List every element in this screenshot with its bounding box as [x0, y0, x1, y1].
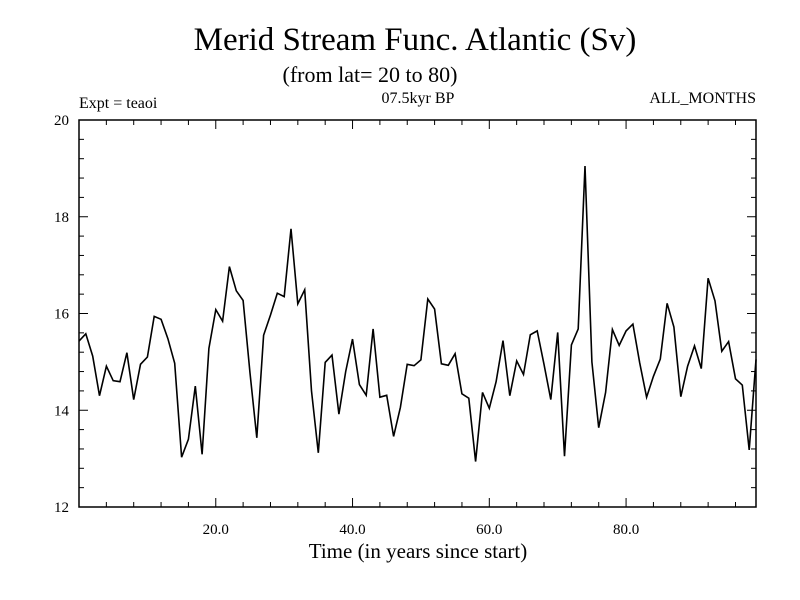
experiment-label: Expt = teaoi — [79, 95, 158, 112]
x-tick-label: 20.0 — [203, 522, 229, 538]
y-tick-label: 16 — [54, 307, 70, 323]
x-axis-title: Time (in years since start) — [309, 539, 528, 563]
y-axis-labels: 12 14 16 18 20 — [54, 113, 70, 516]
y-tick-label: 20 — [54, 113, 69, 129]
x-tick-label: 40.0 — [339, 522, 365, 538]
chart-subtitle: (from lat= 20 to 80) — [283, 62, 458, 87]
months-label: ALL_MONTHS — [649, 90, 756, 107]
x-axis-labels: 20.0 40.0 60.0 80.0 — [203, 522, 640, 538]
y-tick-label: 14 — [54, 403, 70, 419]
y-tick-label: 12 — [54, 500, 69, 516]
period-label: 07.5kyr BP — [382, 90, 455, 107]
chart-title: Merid Stream Func. Atlantic (Sv) — [194, 22, 637, 58]
x-tick-label: 80.0 — [613, 522, 639, 538]
x-tick-label: 60.0 — [476, 522, 502, 538]
axis-ticks — [79, 120, 756, 507]
series-lines — [78, 165, 757, 462]
y-tick-label: 18 — [54, 210, 69, 226]
series-line — [78, 165, 757, 462]
